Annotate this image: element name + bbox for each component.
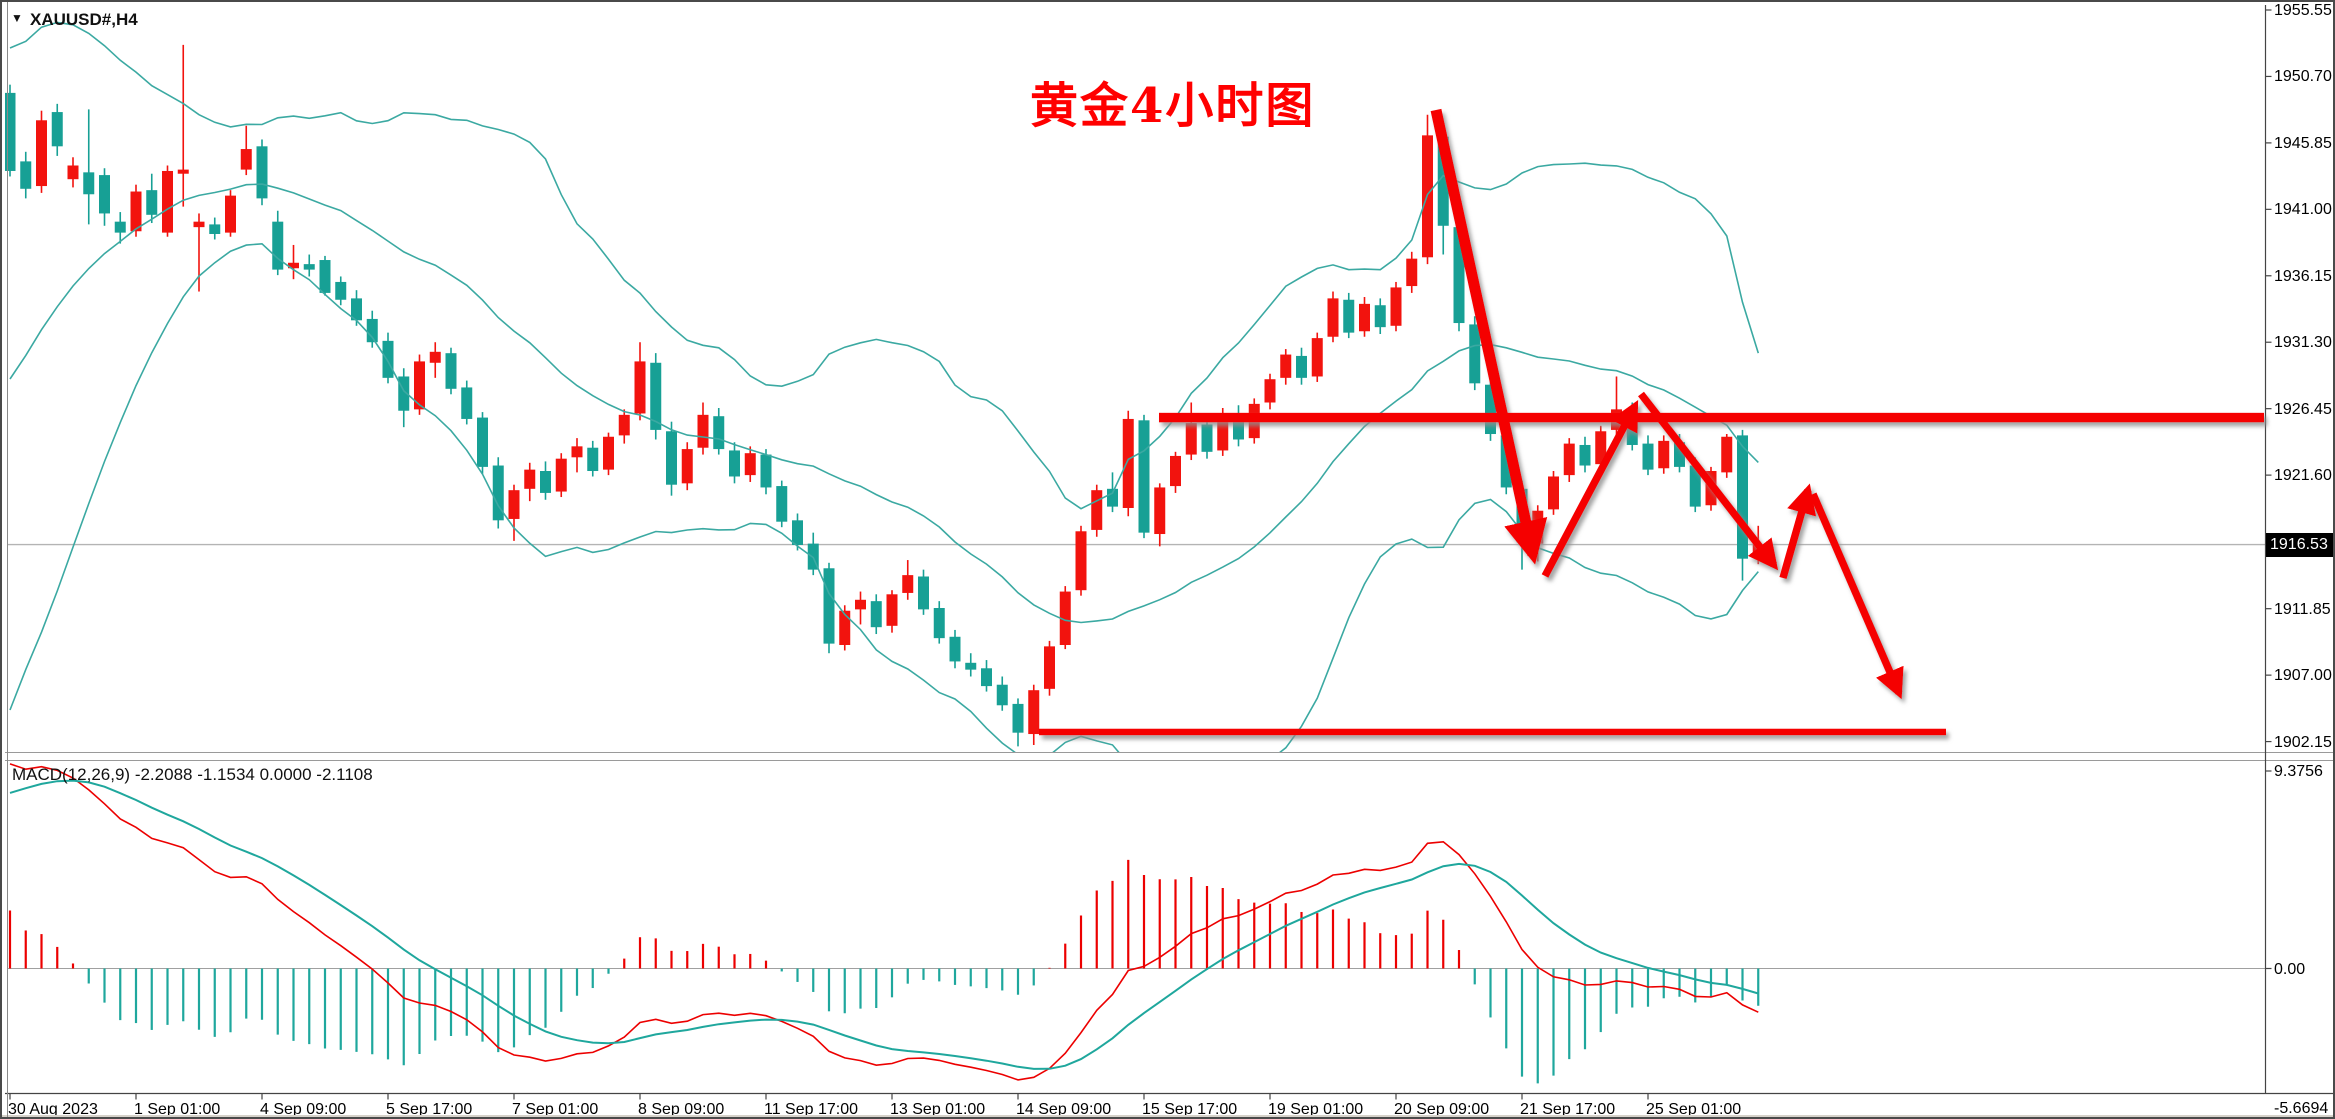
price-axis-label: 1931.30: [2274, 334, 2332, 352]
price-axis-label: 1941.00: [2274, 201, 2332, 219]
time-axis-label: 14 Sep 09:00: [1016, 1101, 1112, 1118]
time-axis-label: 8 Sep 09:00: [638, 1101, 725, 1118]
trend-arrow-2[interactable]: [1541, 400, 1639, 578]
chart-title-annotation: 黄金4小时图: [1030, 78, 1316, 134]
collapse-icon[interactable]: ▼: [11, 11, 23, 25]
price-axis-label: 1950.70: [2274, 68, 2332, 86]
price-axis-label: 1936.15: [2274, 267, 2332, 285]
price-axis-label: 1902.15: [2274, 733, 2332, 751]
time-axis-label: 4 Sep 09:00: [260, 1101, 347, 1118]
macd-scale-label: 9.3756: [2274, 763, 2323, 780]
trend-arrow-3[interactable]: [1638, 391, 1779, 571]
macd-pane[interactable]: [7, 763, 2266, 1084]
time-axis-label: 5 Sep 17:00: [386, 1101, 473, 1118]
macd-signal-line: [9, 779, 1759, 1070]
time-axis-label: 1 Sep 01:00: [134, 1101, 221, 1118]
price-axis-label: 1955.55: [2274, 2, 2332, 19]
annotations[interactable]: [1039, 108, 2264, 736]
time-axis-label: 21 Sep 17:00: [1520, 1101, 1616, 1118]
support-line[interactable]: [1039, 728, 1946, 736]
macd-indicator-label: MACD(12,26,9) -2.2088 -1.1534 0.0000 -2.…: [12, 765, 373, 784]
bollinger-upper-band: [9, 21, 1760, 510]
trend-arrow-1[interactable]: [1430, 108, 1548, 565]
price-axis-label: 1921.60: [2274, 467, 2332, 485]
trend-arrow-5[interactable]: [1809, 492, 1904, 700]
time-axis-label: 19 Sep 01:00: [1268, 1101, 1364, 1118]
time-axis-label: 11 Sep 17:00: [764, 1101, 859, 1118]
current-price-tag: 1916.53: [2266, 532, 2333, 557]
price-axis-label: 1926.45: [2274, 400, 2332, 418]
trend-arrow-4[interactable]: [1779, 483, 1817, 580]
macd-scale-label: 0.00: [2274, 960, 2306, 978]
price-axis-label: 1907.00: [2274, 667, 2332, 685]
time-axis-label: 20 Sep 09:00: [1394, 1101, 1490, 1118]
macd-line: [9, 763, 1759, 1081]
time-axis-label: 15 Sep 17:00: [1142, 1101, 1238, 1118]
resistance-line[interactable]: [1159, 412, 2264, 423]
macd-histogram: [8, 859, 1760, 1084]
bollinger-lower-band: [9, 242, 1759, 752]
window-bottom-edge: [2, 1115, 2333, 1117]
window-left-edge: [7, 2, 8, 1117]
symbol-timeframe-label[interactable]: XAUUSD#,H4: [30, 10, 138, 29]
time-axis-label: 25 Sep 01:00: [1646, 1101, 1742, 1118]
price-axis-label: 1945.85: [2274, 134, 2332, 152]
macd-scale-label: -5.6694: [2274, 1100, 2329, 1117]
time-axis-label: 30 Aug 2023: [8, 1101, 98, 1118]
time-axis-label: 13 Sep 01:00: [890, 1101, 986, 1118]
time-axis-label: 7 Sep 01:00: [512, 1101, 599, 1118]
bollinger-middle-band: [9, 183, 1759, 624]
price-axis-label: 1911.85: [2274, 600, 2331, 618]
